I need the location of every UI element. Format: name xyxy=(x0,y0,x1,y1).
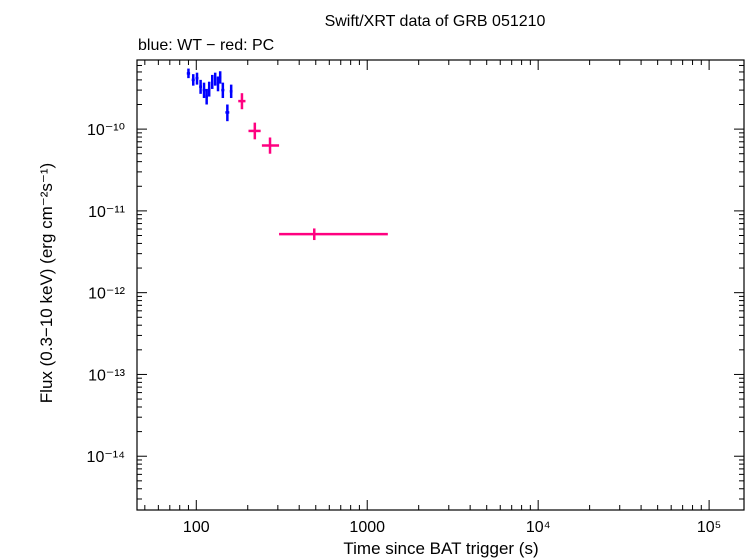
x-tick-label: 1000 xyxy=(349,519,385,536)
y-tick-label: 10⁻¹² xyxy=(88,286,126,303)
series-pc xyxy=(238,93,388,241)
data-point xyxy=(225,104,230,122)
data-point xyxy=(218,71,222,84)
data-point xyxy=(199,79,202,94)
y-tick-label: 10⁻¹³ xyxy=(88,367,126,384)
y-tick-label: 10⁻¹¹ xyxy=(88,204,125,221)
data-point xyxy=(221,82,225,99)
chart-subtitle: blue: WT − red: PC xyxy=(138,37,274,54)
y-tick-label: 10⁻¹⁰ xyxy=(87,122,125,139)
data-point xyxy=(202,82,206,99)
data-point xyxy=(195,72,199,85)
data-point xyxy=(238,93,246,110)
data-point xyxy=(213,72,217,86)
data-point xyxy=(207,81,211,97)
y-tick-label: 10⁻¹⁴ xyxy=(87,449,126,466)
data-point xyxy=(248,122,261,140)
data-point xyxy=(216,76,220,92)
chart-title: Swift/XRT data of GRB 051210 xyxy=(325,13,546,30)
data-point xyxy=(279,228,388,241)
data-point xyxy=(261,137,280,154)
data-point xyxy=(186,68,191,79)
x-axis-label: Time since BAT trigger (s) xyxy=(343,539,538,558)
data-point xyxy=(211,74,214,89)
plot-frame xyxy=(136,59,745,511)
data-points xyxy=(186,68,388,241)
series-wt xyxy=(186,68,233,122)
x-tick-label: 10⁴ xyxy=(526,519,551,536)
data-point xyxy=(229,84,233,99)
data-point xyxy=(191,74,195,86)
axes: 100 1000 10⁴ 10⁵ 10⁻¹⁰ 10⁻¹¹ 10⁻¹² 10⁻¹³ 10⁻¹⁴ xyxy=(87,60,744,536)
x-tick-label: 100 xyxy=(183,519,210,536)
y-axis-label: Flux (0.3−10 keV) (erg cm⁻²s⁻¹) xyxy=(37,163,56,403)
data-point xyxy=(205,88,208,105)
x-tick-label: 10⁵ xyxy=(697,519,721,536)
